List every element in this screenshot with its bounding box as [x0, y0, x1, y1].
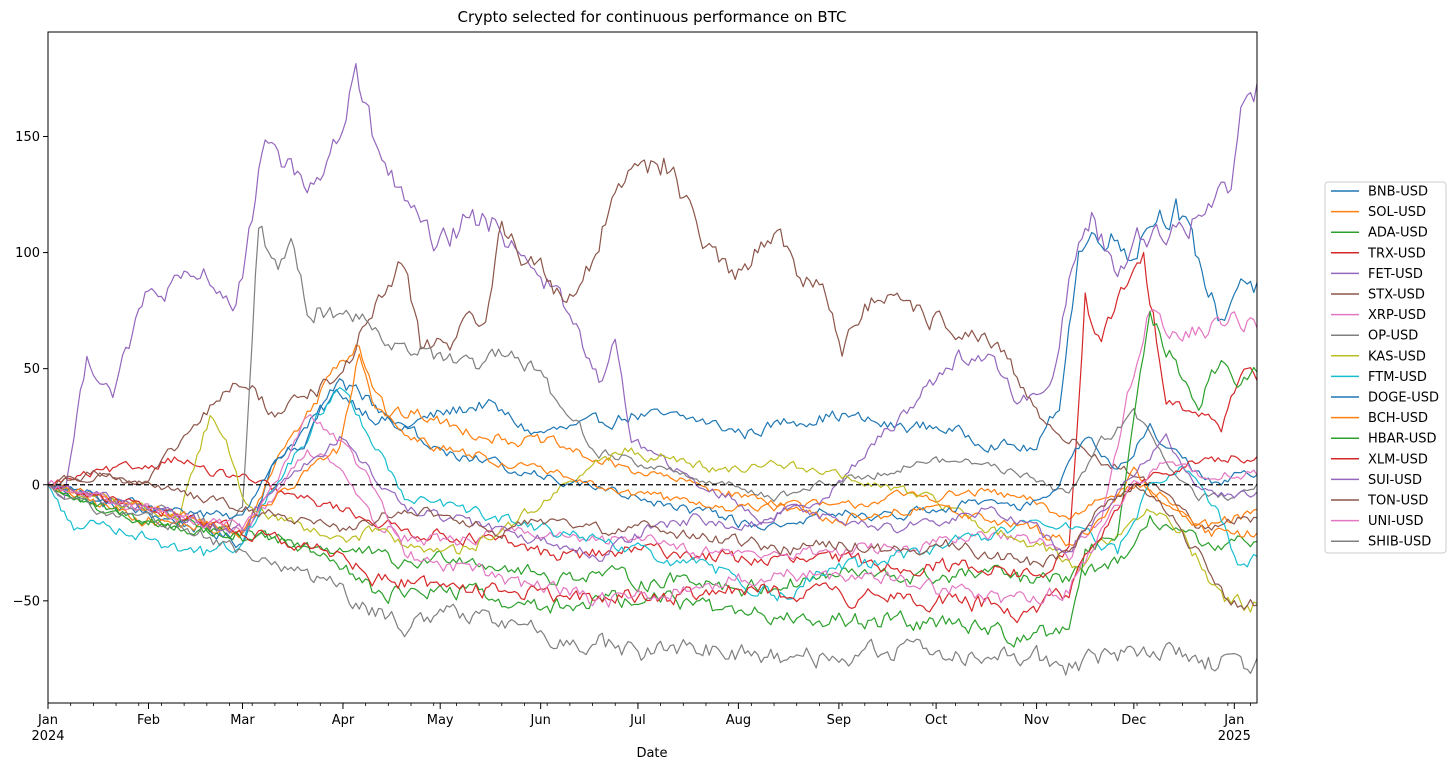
chart-title: Crypto selected for continuous performan…	[458, 8, 847, 26]
legend-entry: TRX-USD	[1367, 246, 1426, 261]
series-layer	[48, 62, 1257, 676]
series-line-trx-usd	[48, 251, 1257, 579]
series-line-sol-usd	[48, 344, 1257, 534]
series-line-ftm-usd	[48, 386, 1257, 602]
legend-entry: XRP-USD	[1368, 308, 1426, 323]
x-tick-year-label: 2024	[31, 729, 64, 744]
legend-entry: FET-USD	[1368, 267, 1423, 282]
legend-entry: XLM-USD	[1368, 452, 1428, 467]
x-tick-label: Jul	[629, 713, 646, 728]
plot-area	[47, 31, 1258, 704]
y-tick-label: −50	[13, 594, 40, 609]
legend-entry: BCH-USD	[1368, 411, 1428, 426]
legend-entry: STX-USD	[1368, 288, 1425, 303]
y-tick-label: 100	[15, 246, 40, 261]
x-tick-label: Aug	[726, 713, 751, 728]
y-tick-label: 50	[23, 362, 40, 377]
x-tick-label: Nov	[1024, 713, 1050, 728]
y-tick-label: 0	[32, 478, 40, 493]
x-axis-label: Date	[636, 746, 667, 761]
series-line-ton-usd	[48, 470, 1257, 610]
legend-entry: ADA-USD	[1368, 226, 1428, 241]
legend-entry: TON-USD	[1367, 494, 1428, 509]
x-tick-label: Apr	[332, 713, 355, 728]
x-tick-year-label: 2025	[1218, 729, 1251, 744]
x-tick-label: Feb	[137, 713, 160, 728]
legend-entry: KAS-USD	[1368, 349, 1426, 364]
legend-entry: DOGE-USD	[1368, 391, 1439, 406]
series-line-hbar-usd	[48, 310, 1257, 648]
legend-box	[1324, 181, 1447, 554]
x-tick-label: Oct	[925, 713, 947, 728]
series-line-ada-usd	[48, 484, 1257, 597]
series-line-fet-usd	[48, 62, 1257, 526]
legend-entry: OP-USD	[1368, 329, 1418, 344]
series-line-doge-usd	[48, 378, 1257, 531]
plot-frame	[47, 31, 1258, 704]
series-line-shib-usd	[48, 484, 1257, 676]
x-tick-label: Mar	[230, 713, 255, 728]
x-tick-label: Jan	[37, 713, 58, 728]
legend: BNB-USD SOL-USD ADA-USD TRX-USD FET-USD STX-U…	[1324, 181, 1447, 554]
series-line-sui-usd	[48, 433, 1257, 562]
y-tick-label: 150	[15, 130, 40, 145]
y-axis: −50 0 50 100 150	[13, 130, 48, 609]
series-line-xrp-usd	[48, 309, 1257, 562]
x-tick-label: Dec	[1121, 713, 1146, 728]
x-tick-label: Jun	[530, 713, 551, 728]
series-line-uni-usd	[48, 413, 1257, 608]
legend-entry: FTM-USD	[1368, 370, 1427, 385]
series-line-op-usd	[48, 225, 1257, 532]
x-tick-label: Sep	[827, 713, 852, 728]
legend-entry: UNI-USD	[1368, 514, 1424, 529]
legend-entry: SUI-USD	[1368, 473, 1422, 488]
legend-entry: SOL-USD	[1368, 205, 1426, 220]
legend-entry: SHIB-USD	[1368, 535, 1431, 550]
legend-entry: BNB-USD	[1368, 185, 1428, 200]
series-line-xlm-usd	[48, 455, 1257, 624]
legend-entry: HBAR-USD	[1368, 432, 1437, 447]
x-tick-label: May	[427, 713, 454, 728]
x-tick-label: Jan	[1223, 713, 1244, 728]
